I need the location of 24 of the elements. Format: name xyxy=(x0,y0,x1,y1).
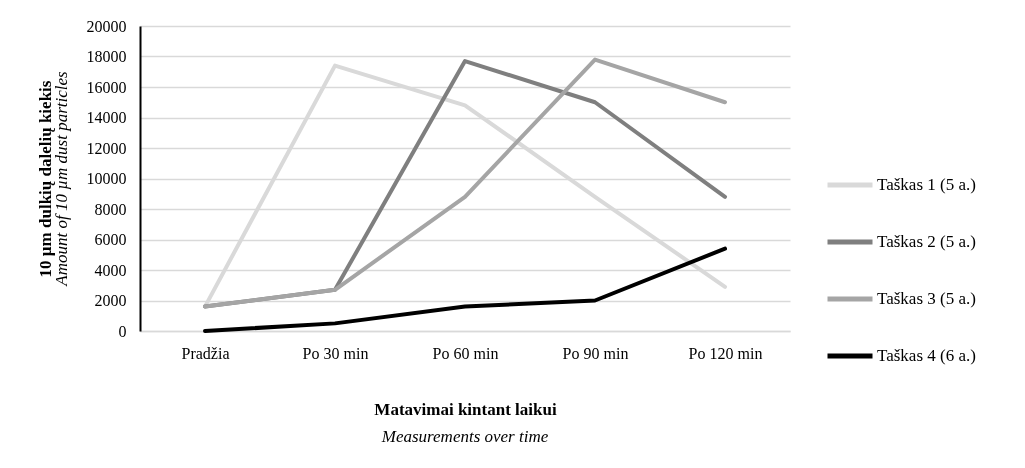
y-tick-label: 12000 xyxy=(86,139,127,157)
y-tick-label: 14000 xyxy=(86,109,127,126)
x-tick-label: Po 30 min xyxy=(302,344,369,362)
y-axis-title: 10 µm dulkių dalelių kiekis xyxy=(35,80,55,278)
text: Measurements over time xyxy=(380,427,549,446)
legend-label: Taškas 4 (6 a.) xyxy=(877,346,976,365)
legend-label: Taškas 3 (5 a.) xyxy=(877,289,976,308)
x-tick-label: Pradžia xyxy=(181,344,230,362)
x-tick-label: Po 90 min xyxy=(562,344,629,362)
y-tick-label: 2000 xyxy=(94,292,127,309)
y-tick-label: 6000 xyxy=(94,231,127,248)
x-tick-label: Po 60 min xyxy=(432,344,499,362)
x-axis-title: Matavimai kintant laikui xyxy=(374,399,557,419)
legend-label: Taškas 1 (5 a.) xyxy=(877,175,976,194)
y-tick-label: 16000 xyxy=(86,78,127,96)
x-tick-label: Po 120 min xyxy=(688,344,763,362)
legend-label: Taškas 2 (5 a.) xyxy=(877,232,976,251)
y-tick-label: 20000 xyxy=(86,17,127,35)
y-tick-label: 10000 xyxy=(86,170,127,187)
y-tick-label: 0 xyxy=(118,322,127,340)
y-tick-label: 18000 xyxy=(86,48,127,65)
y-tick-label: 4000 xyxy=(94,261,127,279)
line-series xyxy=(203,246,727,333)
y-tick-label: 8000 xyxy=(94,200,127,218)
